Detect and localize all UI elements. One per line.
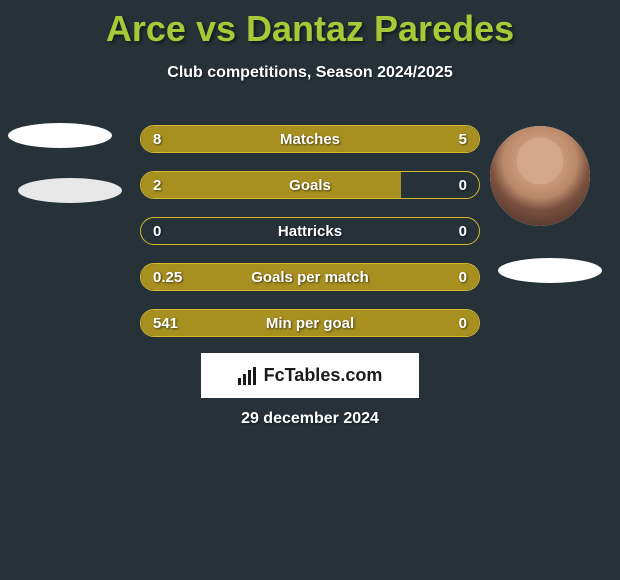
stat-value-right: 0 bbox=[459, 310, 467, 336]
stat-value-right: 0 bbox=[459, 172, 467, 198]
stat-row-min-per-goal: 541 Min per goal 0 bbox=[140, 309, 480, 337]
stats-area: 8 Matches 5 2 Goals 0 0 Hattricks 0 0.25… bbox=[140, 125, 480, 355]
player1-badge bbox=[18, 178, 122, 203]
stat-label: Matches bbox=[141, 126, 479, 152]
stat-label: Min per goal bbox=[141, 310, 479, 336]
brand-text: FcTables.com bbox=[264, 365, 383, 386]
stat-value-right: 0 bbox=[459, 218, 467, 244]
stat-label: Hattricks bbox=[141, 218, 479, 244]
player1-name: Arce bbox=[106, 8, 186, 49]
stat-row-goals-per-match: 0.25 Goals per match 0 bbox=[140, 263, 480, 291]
player2-avatar-img bbox=[490, 126, 590, 226]
stat-value-right: 5 bbox=[459, 126, 467, 152]
stat-row-goals: 2 Goals 0 bbox=[140, 171, 480, 199]
subtitle: Club competitions, Season 2024/2025 bbox=[0, 64, 620, 82]
vs-text: vs bbox=[196, 8, 236, 49]
player2-name: Dantaz Paredes bbox=[246, 8, 514, 49]
player2-badge bbox=[498, 258, 602, 283]
chart-icon bbox=[238, 367, 260, 385]
player1-avatar bbox=[8, 123, 112, 148]
brand-box[interactable]: FcTables.com bbox=[201, 353, 419, 398]
page-title: Arce vs Dantaz Paredes bbox=[0, 0, 620, 50]
stat-label: Goals per match bbox=[141, 264, 479, 290]
stat-value-right: 0 bbox=[459, 264, 467, 290]
stat-row-hattricks: 0 Hattricks 0 bbox=[140, 217, 480, 245]
player2-avatar bbox=[490, 126, 590, 226]
date-text: 29 december 2024 bbox=[0, 410, 620, 428]
stat-row-matches: 8 Matches 5 bbox=[140, 125, 480, 153]
stat-label: Goals bbox=[141, 172, 479, 198]
